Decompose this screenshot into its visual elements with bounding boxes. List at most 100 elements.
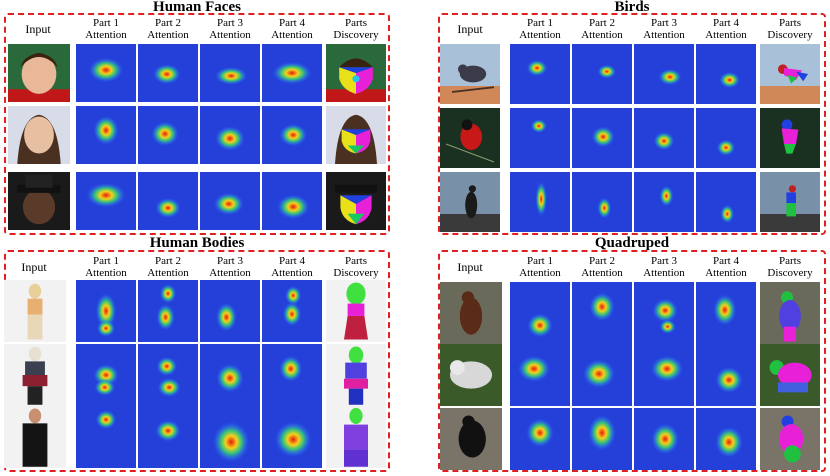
column-label-faces-2: Part 2 Attention	[147, 17, 189, 41]
input-image-animal-2	[440, 344, 502, 406]
column-label-bodies-4: Part 4 Attention	[271, 255, 313, 279]
column-label-quadruped-5: Parts Discovery	[767, 255, 813, 279]
input-label-quadruped: Input	[457, 260, 483, 274]
attention-map-bird-2-part-1	[510, 108, 570, 168]
parts-discovery-animal-2	[760, 344, 820, 406]
input-label-birds: Input	[457, 22, 483, 36]
attention-map-face-3-part-3	[200, 172, 260, 230]
attention-map-body-1-part-3	[200, 280, 260, 342]
column-label-birds-1: Part 1 Attention	[519, 17, 561, 41]
column-label-bodies-5: Parts Discovery	[333, 255, 379, 279]
panel-frame-birds	[438, 13, 826, 235]
input-label-faces: Input	[25, 22, 51, 36]
column-label-faces-1: Part 1 Attention	[85, 17, 127, 41]
input-image-body-3	[4, 406, 66, 468]
parts-discovery-animal-1	[760, 282, 820, 344]
attention-map-animal-1-part-4	[696, 282, 756, 344]
column-label-faces-5: Parts Discovery	[333, 17, 379, 41]
attention-map-face-2-part-2	[138, 106, 198, 164]
input-image-body-1	[4, 280, 66, 342]
column-label-quadruped-1: Part 1 Attention	[519, 255, 561, 279]
attention-map-face-3-part-1	[76, 172, 136, 230]
attention-map-face-1-part-1	[76, 44, 136, 102]
parts-discovery-body-1	[326, 280, 386, 342]
attention-map-body-3-part-4	[262, 406, 322, 468]
parts-discovery-face-2	[326, 106, 386, 164]
input-image-bird-1	[440, 44, 500, 104]
parts-discovery-bird-3	[760, 172, 820, 232]
attention-map-body-3-part-1	[76, 406, 136, 468]
attention-map-bird-2-part-4	[696, 108, 756, 168]
input-image-face-3	[8, 172, 70, 230]
panel-title-quadruped: Quadruped	[594, 235, 670, 251]
attention-map-body-3-part-2	[138, 406, 198, 468]
attention-map-face-3-part-4	[262, 172, 322, 230]
input-image-animal-3	[440, 408, 502, 470]
attention-map-animal-3-part-3	[634, 408, 694, 470]
attention-map-animal-3-part-1	[510, 408, 570, 470]
attention-map-bird-3-part-3	[634, 172, 694, 232]
attention-map-body-1-part-4	[262, 280, 322, 342]
attention-map-animal-3-part-2	[572, 408, 632, 470]
attention-map-body-2-part-1	[76, 344, 136, 406]
column-label-birds-2: Part 2 Attention	[581, 17, 623, 41]
attention-map-body-3-part-3	[200, 406, 260, 468]
panel-frame-faces	[4, 13, 390, 235]
input-image-face-1	[8, 44, 70, 102]
parts-discovery-animal-3	[760, 408, 820, 470]
attention-map-bird-3-part-2	[572, 172, 632, 232]
attention-map-bird-3-part-4	[696, 172, 756, 232]
attention-map-animal-3-part-4	[696, 408, 756, 470]
panel-frame-quadruped	[438, 250, 826, 472]
column-label-quadruped-3: Part 3 Attention	[643, 255, 685, 279]
attention-map-face-3-part-2	[138, 172, 198, 230]
column-label-faces-3: Part 3 Attention	[209, 17, 251, 41]
attention-map-body-1-part-1	[76, 280, 136, 342]
attention-map-animal-2-part-3	[634, 344, 694, 406]
attention-map-bird-2-part-2	[572, 108, 632, 168]
column-label-birds-4: Part 4 Attention	[705, 17, 747, 41]
column-label-bodies-3: Part 3 Attention	[209, 255, 251, 279]
attention-map-body-2-part-4	[262, 344, 322, 406]
attention-map-body-2-part-3	[200, 344, 260, 406]
column-label-bodies-2: Part 2 Attention	[147, 255, 189, 279]
parts-discovery-body-2	[326, 344, 386, 406]
input-image-animal-1	[440, 282, 502, 344]
attention-map-face-2-part-1	[76, 106, 136, 164]
parts-discovery-face-3	[326, 172, 386, 230]
input-image-bird-2	[440, 108, 500, 168]
attention-map-face-1-part-4	[262, 44, 322, 102]
attention-map-bird-1-part-1	[510, 44, 570, 104]
column-label-birds-5: Parts Discovery	[767, 17, 813, 41]
attention-map-animal-1-part-1	[510, 282, 570, 344]
attention-map-body-2-part-2	[138, 344, 198, 406]
parts-discovery-face-1	[326, 44, 386, 102]
column-label-quadruped-4: Part 4 Attention	[705, 255, 747, 279]
attention-map-animal-2-part-2	[572, 344, 632, 406]
input-image-body-2	[4, 344, 66, 406]
attention-map-bird-1-part-2	[572, 44, 632, 104]
attention-map-body-1-part-2	[138, 280, 198, 342]
attention-map-bird-1-part-4	[696, 44, 756, 104]
attention-map-face-1-part-2	[138, 44, 198, 102]
input-image-face-2	[8, 106, 70, 164]
attention-map-bird-1-part-3	[634, 44, 694, 104]
attention-map-face-1-part-3	[200, 44, 260, 102]
column-label-bodies-1: Part 1 Attention	[85, 255, 127, 279]
panel-title-bodies: Human Bodies	[149, 235, 245, 251]
column-label-faces-4: Part 4 Attention	[271, 17, 313, 41]
attention-map-animal-2-part-4	[696, 344, 756, 406]
input-image-bird-3	[440, 172, 500, 232]
attention-map-animal-1-part-3	[634, 282, 694, 344]
panel-title-birds: Birds	[614, 0, 650, 15]
panel-title-faces: Human Faces	[153, 0, 241, 15]
column-label-birds-3: Part 3 Attention	[643, 17, 685, 41]
attention-map-bird-3-part-1	[510, 172, 570, 232]
column-label-quadruped-2: Part 2 Attention	[581, 255, 623, 279]
attention-map-animal-2-part-1	[510, 344, 570, 406]
input-label-bodies: Input	[21, 260, 47, 274]
attention-map-animal-1-part-2	[572, 282, 632, 344]
parts-discovery-bird-1	[760, 44, 820, 104]
attention-map-face-2-part-3	[200, 106, 260, 164]
parts-discovery-body-3	[326, 406, 386, 468]
